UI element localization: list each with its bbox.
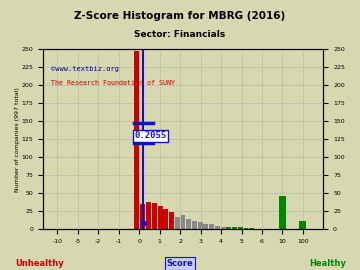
Bar	[244, 228, 248, 230]
Text: The Research Foundation of SUNY: The Research Foundation of SUNY	[51, 80, 175, 86]
Bar	[238, 227, 243, 230]
Bar	[260, 229, 265, 230]
Bar	[163, 209, 168, 230]
Bar	[169, 212, 174, 230]
Bar	[221, 227, 226, 230]
Bar	[279, 220, 286, 230]
Bar	[152, 203, 157, 230]
Bar	[209, 224, 214, 229]
Text: Z-Score Histogram for MBRG (2016): Z-Score Histogram for MBRG (2016)	[75, 11, 285, 21]
Bar	[192, 221, 197, 230]
Y-axis label: Number of companies (997 total): Number of companies (997 total)	[15, 87, 20, 192]
Text: Score: Score	[167, 259, 193, 268]
Bar	[158, 207, 162, 230]
Bar	[175, 217, 180, 230]
Bar	[134, 51, 139, 229]
Text: Sector: Financials: Sector: Financials	[134, 30, 226, 39]
Bar	[279, 196, 286, 230]
Bar	[226, 227, 231, 230]
Bar	[249, 228, 254, 230]
Bar	[140, 204, 145, 230]
Text: 0.2055: 0.2055	[134, 131, 166, 140]
Bar	[203, 224, 208, 230]
Bar	[215, 226, 220, 229]
Text: ©www.textbiz.org: ©www.textbiz.org	[51, 66, 120, 72]
Bar	[300, 221, 306, 230]
Bar	[146, 202, 151, 230]
Text: Unhealthy: Unhealthy	[15, 259, 64, 268]
Bar	[186, 219, 191, 230]
Bar	[232, 227, 237, 230]
Text: Healthy: Healthy	[309, 259, 346, 268]
Bar	[255, 229, 260, 230]
Bar	[181, 215, 185, 229]
Bar	[198, 222, 203, 230]
